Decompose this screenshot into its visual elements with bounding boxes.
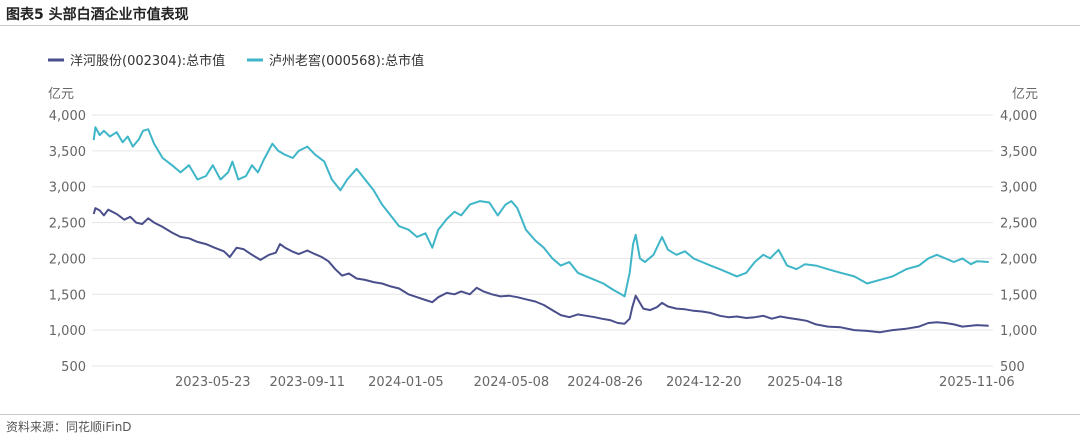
source-divider [0,414,1080,415]
x-tick-label: 2024-01-05 [368,375,444,390]
legend-label-yanghe: 洋河股份(002304):总市值 [70,53,225,69]
series-line-1 [92,207,989,334]
legend: 洋河股份(002304):总市值 泸州老窖(000568):总市值 [48,53,424,69]
right-axis-unit: 亿元 [1012,87,1038,102]
right-y-tick-label: 1,500 [1000,288,1037,303]
x-tick-label: 2023-09-11 [269,375,345,390]
right-y-tick-label: 3,500 [1000,145,1037,160]
left-y-tick-label: 3,500 [49,145,86,160]
right-y-tick-label: 2,500 [1000,217,1037,232]
x-tick-label: 2025-11-06 [939,375,1015,390]
x-tick-label: 2023-05-23 [175,375,251,390]
series-lines [92,126,989,334]
figure-title: 图表5 头部白酒企业市值表现 [6,7,189,23]
title-divider [0,25,1080,26]
left-y-tick-label: 500 [61,360,86,375]
left-y-tick-label: 3,000 [49,181,86,196]
x-axis: 2023-05-23 2023-09-11 2024-01-05 2024-05-08… [175,375,1015,390]
source-note: 资料来源：同花顺iFinD [6,420,132,434]
left-axis-unit: 亿元 [48,87,74,102]
x-tick-label: 2024-05-08 [474,375,550,390]
x-tick-label: 2024-08-26 [567,375,643,390]
left-y-tick-label: 2,500 [49,217,86,232]
series-line-2 [92,126,989,298]
left-y-tick-label: 4,000 [49,109,86,124]
left-y-tick-label: 1,000 [49,324,86,339]
left-y-tick-label: 1,500 [49,288,86,303]
right-y-tick-label: 3,000 [1000,181,1037,196]
gridlines [92,114,993,367]
right-y-axis: 4,000 3,500 3,000 2,500 2,000 1,500 1,000 500 [1000,109,1037,375]
legend-label-luzhoulaojiao: 泸州老窖(000568):总市值 [269,53,424,69]
x-tick-label: 2025-04-18 [767,375,843,390]
right-y-tick-label: 1,000 [1000,324,1037,339]
right-y-tick-label: 2,000 [1000,252,1037,267]
right-y-tick-label: 500 [1000,360,1025,375]
left-y-tick-label: 2,000 [49,252,86,267]
left-y-axis: 4,000 3,500 3,000 2,500 2,000 1,500 1,000 500 [49,109,86,375]
x-tick-label: 2024-12-20 [666,375,742,390]
right-y-tick-label: 4,000 [1000,109,1037,124]
